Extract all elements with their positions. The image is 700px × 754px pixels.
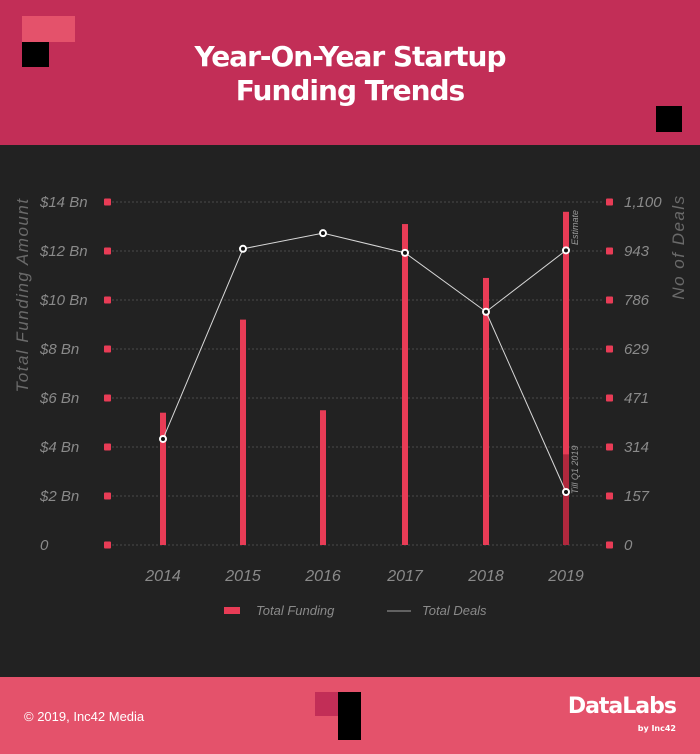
y-axis-title-right: No of Deals <box>669 194 688 299</box>
deals-estimate-point <box>562 246 570 255</box>
legend-deals-label: Total Deals <box>422 603 487 618</box>
deals-point <box>319 229 327 238</box>
bar-total-funding <box>563 211 569 546</box>
x-tick-label: 2016 <box>304 568 341 585</box>
legend-funding-swatch <box>224 607 240 614</box>
x-tick-label: 2014 <box>144 568 181 585</box>
right-tick-marker <box>606 541 613 549</box>
deals-point <box>401 248 409 257</box>
left-tick-marker <box>104 541 111 549</box>
deals-line-estimate <box>485 249 567 313</box>
y-tick-label-left: $4 Bn <box>39 439 79 456</box>
deals-line-partial <box>485 311 567 493</box>
right-tick-marker <box>606 247 613 255</box>
legend-funding-label: Total Funding <box>256 603 335 618</box>
x-tick-label: 2019 <box>547 568 584 585</box>
x-tick-label: 2015 <box>224 568 261 585</box>
deals-point <box>239 244 247 253</box>
deals-point <box>562 487 570 496</box>
y-tick-label-right: 943 <box>624 243 650 260</box>
x-tick-label: 2018 <box>467 568 504 585</box>
y-tick-label-left: $6 Bn <box>39 390 79 407</box>
right-tick-marker <box>606 296 613 304</box>
y-tick-label-right: 314 <box>624 439 649 456</box>
y-tick-label-right: 0 <box>624 537 633 554</box>
right-tick-marker <box>606 492 613 500</box>
y-tick-label-right: 157 <box>624 488 650 505</box>
left-tick-marker <box>104 247 111 255</box>
y-tick-label-left: $12 Bn <box>39 243 88 260</box>
bar-total-funding <box>402 224 408 546</box>
title-line-1: Year-On-Year Startup <box>194 40 506 73</box>
left-tick-marker <box>104 443 111 451</box>
y-axis-title-left: Total Funding Amount <box>13 197 32 392</box>
footer-banner <box>0 677 700 754</box>
right-tick-marker <box>606 345 613 353</box>
left-tick-marker <box>104 296 111 304</box>
y-tick-label-right: 471 <box>624 390 649 407</box>
brand-logo: DataLabs <box>567 694 677 719</box>
deals-point <box>482 307 490 316</box>
bar-total-funding <box>240 319 246 545</box>
page-title: Year-On-Year Startup Funding Trends <box>0 40 700 108</box>
y-tick-label-right: 629 <box>624 341 650 358</box>
decor-black-block <box>22 42 49 67</box>
bar-total-funding <box>160 412 166 545</box>
decor-footer-black-block <box>338 692 361 740</box>
till-q1-annotation: Till Q1 2019 <box>570 446 580 494</box>
right-tick-marker <box>606 198 613 206</box>
x-tick-label: 2017 <box>386 568 424 585</box>
left-tick-marker <box>104 394 111 402</box>
left-tick-marker <box>104 345 111 353</box>
brand-subtitle: by Inc42 <box>637 724 676 733</box>
y-tick-label-left: 0 <box>40 537 49 554</box>
estimate-annotation: Estimate <box>570 210 580 245</box>
bar-total-funding <box>483 277 489 545</box>
decor-footer-magenta-block <box>315 692 338 716</box>
right-tick-marker <box>606 394 613 402</box>
y-tick-label-left: $2 Bn <box>39 488 79 505</box>
y-tick-label-left: $10 Bn <box>39 292 88 309</box>
decor-pink-block <box>22 16 75 42</box>
y-tick-label-right: 786 <box>624 292 650 309</box>
bar-total-funding <box>320 410 326 545</box>
right-tick-marker <box>606 443 613 451</box>
left-tick-marker <box>104 492 111 500</box>
y-tick-label-right: 1,100 <box>624 194 662 211</box>
y-tick-label-left: $8 Bn <box>39 341 79 358</box>
y-tick-label-left: $14 Bn <box>39 194 88 211</box>
deals-point <box>159 434 167 443</box>
deals-line <box>162 232 487 440</box>
title-line-2: Funding Trends <box>235 74 465 107</box>
decor-black-block-right <box>656 106 682 132</box>
header-banner: Year-On-Year Startup Funding Trends <box>0 0 700 145</box>
left-tick-marker <box>104 198 111 206</box>
copyright-text: © 2019, Inc42 Media <box>24 709 145 724</box>
bar-partial-funding <box>563 454 569 545</box>
